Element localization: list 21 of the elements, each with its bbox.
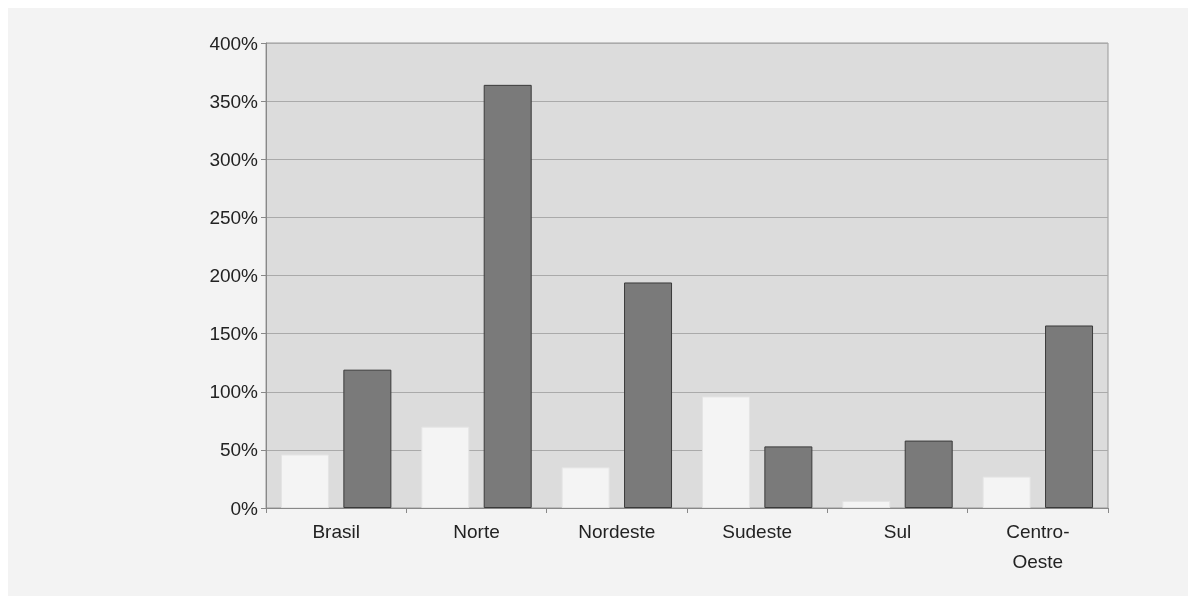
x-tick-label: Norte xyxy=(453,520,500,542)
bar xyxy=(1045,325,1094,508)
x-tick-label: Sudeste xyxy=(722,520,793,542)
y-tick-label: 150% xyxy=(209,323,259,345)
y-tick-label: 250% xyxy=(209,206,259,228)
bar xyxy=(904,440,953,508)
bar xyxy=(343,369,392,508)
x-tick-label: Brasil xyxy=(312,520,360,542)
y-tick-label: 300% xyxy=(209,148,259,170)
y-tick-label: 400% xyxy=(209,32,259,54)
bar xyxy=(764,446,813,508)
y-tick-label: 0% xyxy=(230,497,259,519)
y-tick-label: 50% xyxy=(219,439,259,461)
x-tick-label: Nordeste xyxy=(578,520,656,542)
x-tick-label: Sul xyxy=(883,520,912,542)
y-tick-label: 350% xyxy=(209,90,259,112)
y-tick-label: 200% xyxy=(209,265,259,286)
x-tick-label: Centro- Oeste xyxy=(1006,520,1070,572)
bar xyxy=(483,84,532,508)
bar xyxy=(624,282,673,508)
y-tick-label: 100% xyxy=(209,381,259,403)
